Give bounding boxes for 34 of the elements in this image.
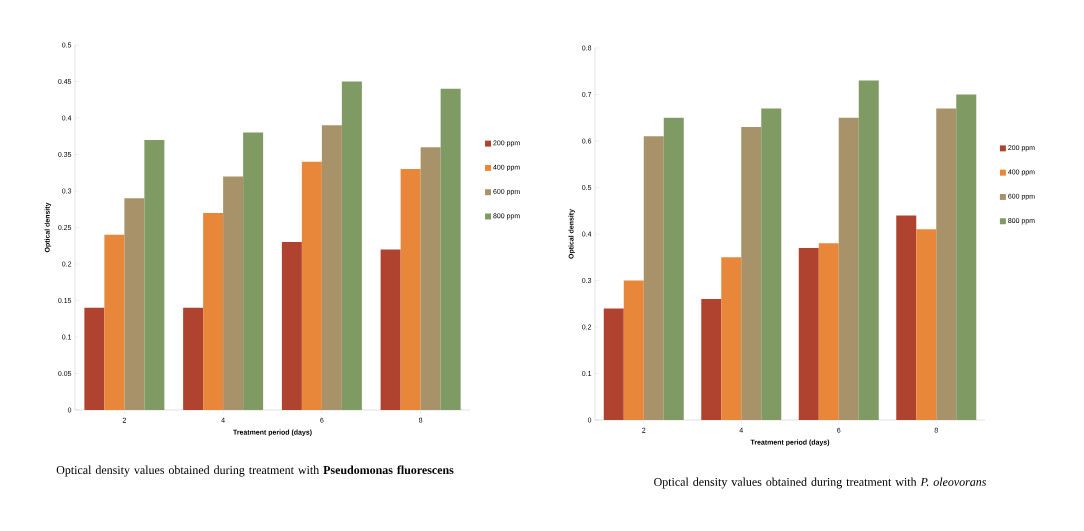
bar — [321, 125, 342, 410]
bar — [84, 307, 105, 410]
text: Optical density values obtained during treatment with P. oleovorans — [654, 477, 987, 489]
bar — [663, 117, 684, 420]
bar — [741, 127, 762, 420]
bar — [721, 257, 742, 420]
bar — [896, 215, 917, 420]
bar — [301, 161, 322, 410]
bar — [420, 147, 441, 410]
bar — [761, 108, 782, 420]
bar — [223, 176, 244, 410]
text: Optical density values obtained during treatment with Pseudomonas fluorescens — [56, 465, 454, 477]
bar — [203, 212, 224, 410]
bar — [916, 229, 937, 420]
bar — [341, 81, 362, 410]
bar — [643, 136, 664, 420]
bar — [701, 299, 722, 420]
bar — [124, 198, 145, 410]
bar — [183, 307, 204, 410]
bar — [380, 249, 401, 410]
bar — [440, 88, 461, 410]
bar — [623, 280, 644, 420]
bar — [144, 139, 165, 410]
bar — [936, 108, 957, 420]
bar — [956, 94, 977, 420]
bar — [798, 247, 819, 420]
bar — [838, 117, 859, 420]
bar — [243, 132, 264, 410]
bar — [858, 80, 879, 420]
bar — [281, 242, 302, 410]
bar — [603, 308, 624, 420]
bar — [818, 243, 839, 420]
bar — [400, 169, 421, 410]
bar — [104, 234, 125, 410]
